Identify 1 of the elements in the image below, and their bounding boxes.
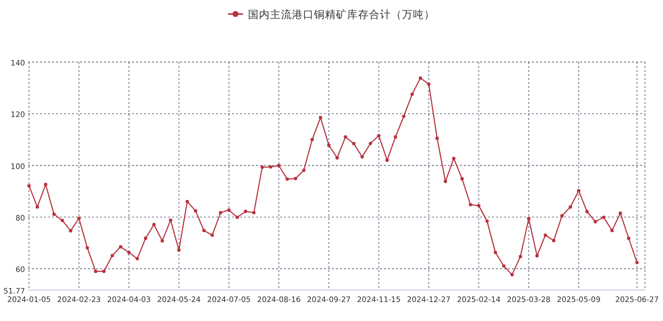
legend-label: 国内主流港口铜精矿库存合计（万吨） [248, 8, 435, 21]
